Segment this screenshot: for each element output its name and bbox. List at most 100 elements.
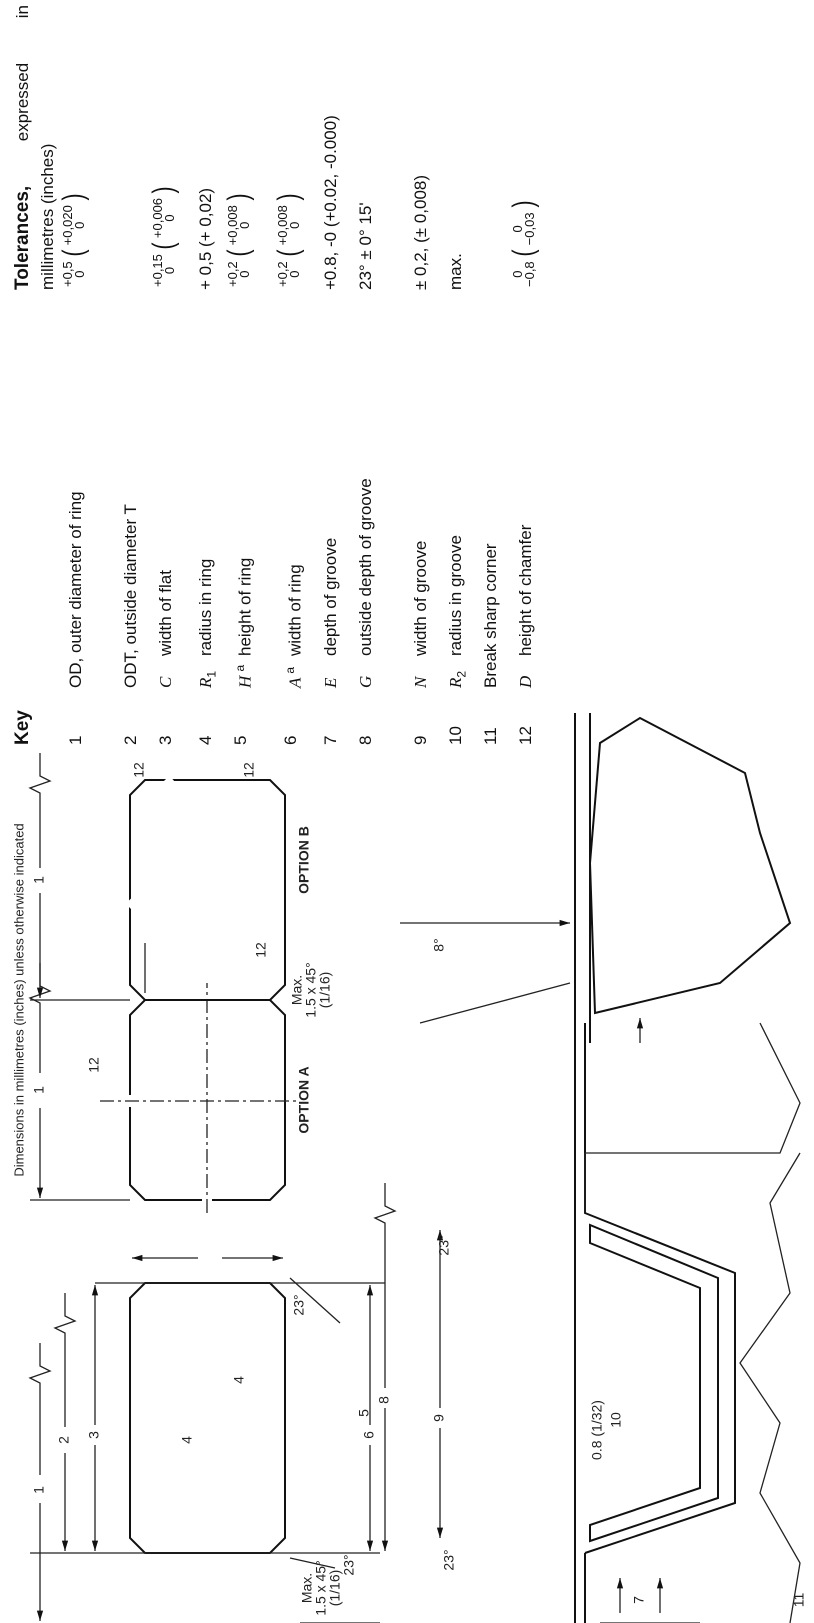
- key-description: R2radius in groove: [443, 323, 474, 688]
- symbol-letter: H: [236, 676, 255, 688]
- annotation: 23°: [341, 1554, 357, 1575]
- key-description: Nwidth of groove: [408, 323, 433, 688]
- annotation: 12: [131, 762, 147, 778]
- key-number: 8: [353, 705, 378, 745]
- tolerance-stack: +0,50: [62, 261, 86, 287]
- annotation: OPTION A: [296, 1066, 312, 1133]
- symbol-subscript: 1: [204, 671, 218, 678]
- description-text: width of flat: [156, 570, 175, 656]
- annotation: 12: [86, 1057, 102, 1073]
- annotation: 12: [253, 942, 269, 958]
- key-tolerance: +0.8, -0 (+0.02, -0.000): [318, 10, 343, 290]
- key-symbol: C: [153, 656, 178, 688]
- angle-line: [420, 983, 570, 1023]
- key-tolerance: max.: [443, 10, 468, 290]
- title: Dimensions in millimetres (inches) unles…: [11, 823, 26, 1176]
- key-number: 1: [63, 705, 88, 745]
- description-text: OD, outer diameter of ring: [66, 491, 85, 688]
- paren: (: [149, 243, 179, 250]
- annotation: 4: [231, 1376, 247, 1384]
- description-text: height of chamfer: [516, 525, 535, 656]
- tolerance-text: +0.8, -0 (+0.02, -0.000): [318, 115, 343, 290]
- key-number: 11: [478, 705, 503, 745]
- paren: ): [224, 194, 254, 201]
- tolerance-stack: 0−0,8: [512, 261, 536, 287]
- dim-line: [30, 753, 50, 868]
- key-number: 4: [193, 705, 218, 745]
- symbol-superscript: a: [233, 665, 247, 672]
- tolerance-lower: 0: [164, 254, 176, 287]
- annotation: 1: [31, 1486, 47, 1494]
- description-text: depth of groove: [321, 538, 340, 656]
- paren: ): [509, 201, 539, 208]
- tolerance-lower: 0: [239, 205, 251, 245]
- symbol-letter: R: [446, 678, 465, 688]
- key-description: Goutside depth of groove: [353, 323, 378, 688]
- key-symbol: N: [408, 656, 433, 688]
- ring-section: [130, 1283, 285, 1553]
- description-text: radius in ring: [196, 559, 215, 656]
- tolerance-stack: 0−0,03: [512, 212, 536, 245]
- description-text: width of ring: [286, 564, 305, 656]
- description-text: ODT, outside diameter T: [121, 504, 140, 688]
- annotation: 1: [31, 876, 47, 884]
- symbol-subscript: 2: [454, 671, 468, 678]
- dim-line: [375, 1183, 395, 1388]
- tolerance-lower: 0: [74, 261, 86, 287]
- annotation: 3: [86, 1431, 102, 1439]
- key-tolerance: +0,20(+0,0080): [274, 10, 304, 290]
- key-tolerance: ± 0,2, (± 0,008): [408, 10, 433, 290]
- groove-outline: [585, 1023, 735, 1553]
- key-symbol: R2: [443, 656, 474, 688]
- description-text: outside depth of groove: [356, 478, 375, 656]
- key-symbol: G: [353, 656, 378, 688]
- key-description: H aheight of ring: [228, 323, 258, 688]
- symbol-letter: A: [286, 678, 305, 688]
- annotation: 23°: [291, 1294, 307, 1315]
- key-description: Cwidth of flat: [153, 323, 178, 688]
- annotation: 1: [31, 1086, 47, 1094]
- key-symbol: R1: [193, 656, 224, 688]
- ring-detail: [590, 718, 790, 1013]
- annotation: (1/16): [327, 1570, 343, 1607]
- annotation: OPTION B: [296, 826, 312, 894]
- annotation: 6: [361, 1431, 377, 1439]
- key-title: Key: [10, 710, 35, 745]
- annotation: 11: [791, 1593, 807, 1608]
- annotation: 5: [356, 1409, 372, 1417]
- key-number: 2: [118, 705, 143, 745]
- break-line: [740, 1153, 800, 1623]
- symbol-letter: D: [516, 676, 535, 688]
- tolerance-stack: +0,20: [277, 261, 301, 287]
- key-number: 6: [278, 705, 303, 745]
- annotation: 7: [631, 1596, 647, 1604]
- tolerance-lower: 0: [289, 205, 301, 245]
- tolerance-text: + 0,5 (+ 0,02): [193, 188, 218, 290]
- tolerances-header: Tolerances, expressed in millimetres (in…: [10, 5, 60, 290]
- key-symbol: D: [513, 656, 538, 688]
- annotation: 2: [56, 1436, 72, 1444]
- dim-line: [30, 1343, 50, 1475]
- drawing: Dimensions in millimetres (inches) unles…: [0, 0, 814, 1623]
- key-number: 12: [513, 705, 538, 745]
- key-description: Dheight of chamfer: [513, 323, 538, 688]
- ring-in-groove: [590, 1225, 718, 1541]
- tolerance-lower: −0,8: [524, 261, 536, 287]
- paren: ): [149, 186, 179, 193]
- annotation: 12: [241, 762, 257, 778]
- tolerance-lower: 0: [74, 205, 86, 245]
- key-symbol: H a: [228, 656, 258, 688]
- paren: (: [274, 250, 304, 257]
- paren: (: [59, 250, 89, 257]
- rotated-page: Dimensions in millimetres (inches) unles…: [0, 0, 814, 1623]
- description-text: radius in groove: [446, 535, 465, 656]
- key-tolerance: + 0,5 (+ 0,02): [193, 10, 218, 290]
- annotation: 4: [179, 1436, 195, 1444]
- key-description: R1radius in ring: [193, 323, 224, 688]
- key-tolerance: 23° ± 0° 15': [353, 10, 378, 290]
